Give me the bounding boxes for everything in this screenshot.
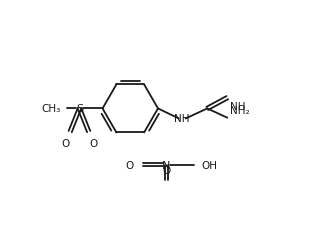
Text: NH: NH: [174, 114, 190, 124]
Text: CH₃: CH₃: [42, 104, 61, 114]
Text: O: O: [89, 138, 97, 148]
Text: S: S: [76, 104, 83, 114]
Text: N: N: [162, 160, 171, 170]
Text: NH: NH: [230, 102, 246, 112]
Text: NH₂: NH₂: [230, 105, 250, 115]
Text: O: O: [126, 160, 134, 170]
Text: OH: OH: [202, 160, 218, 170]
Text: O: O: [162, 165, 171, 175]
Text: O: O: [61, 138, 70, 148]
